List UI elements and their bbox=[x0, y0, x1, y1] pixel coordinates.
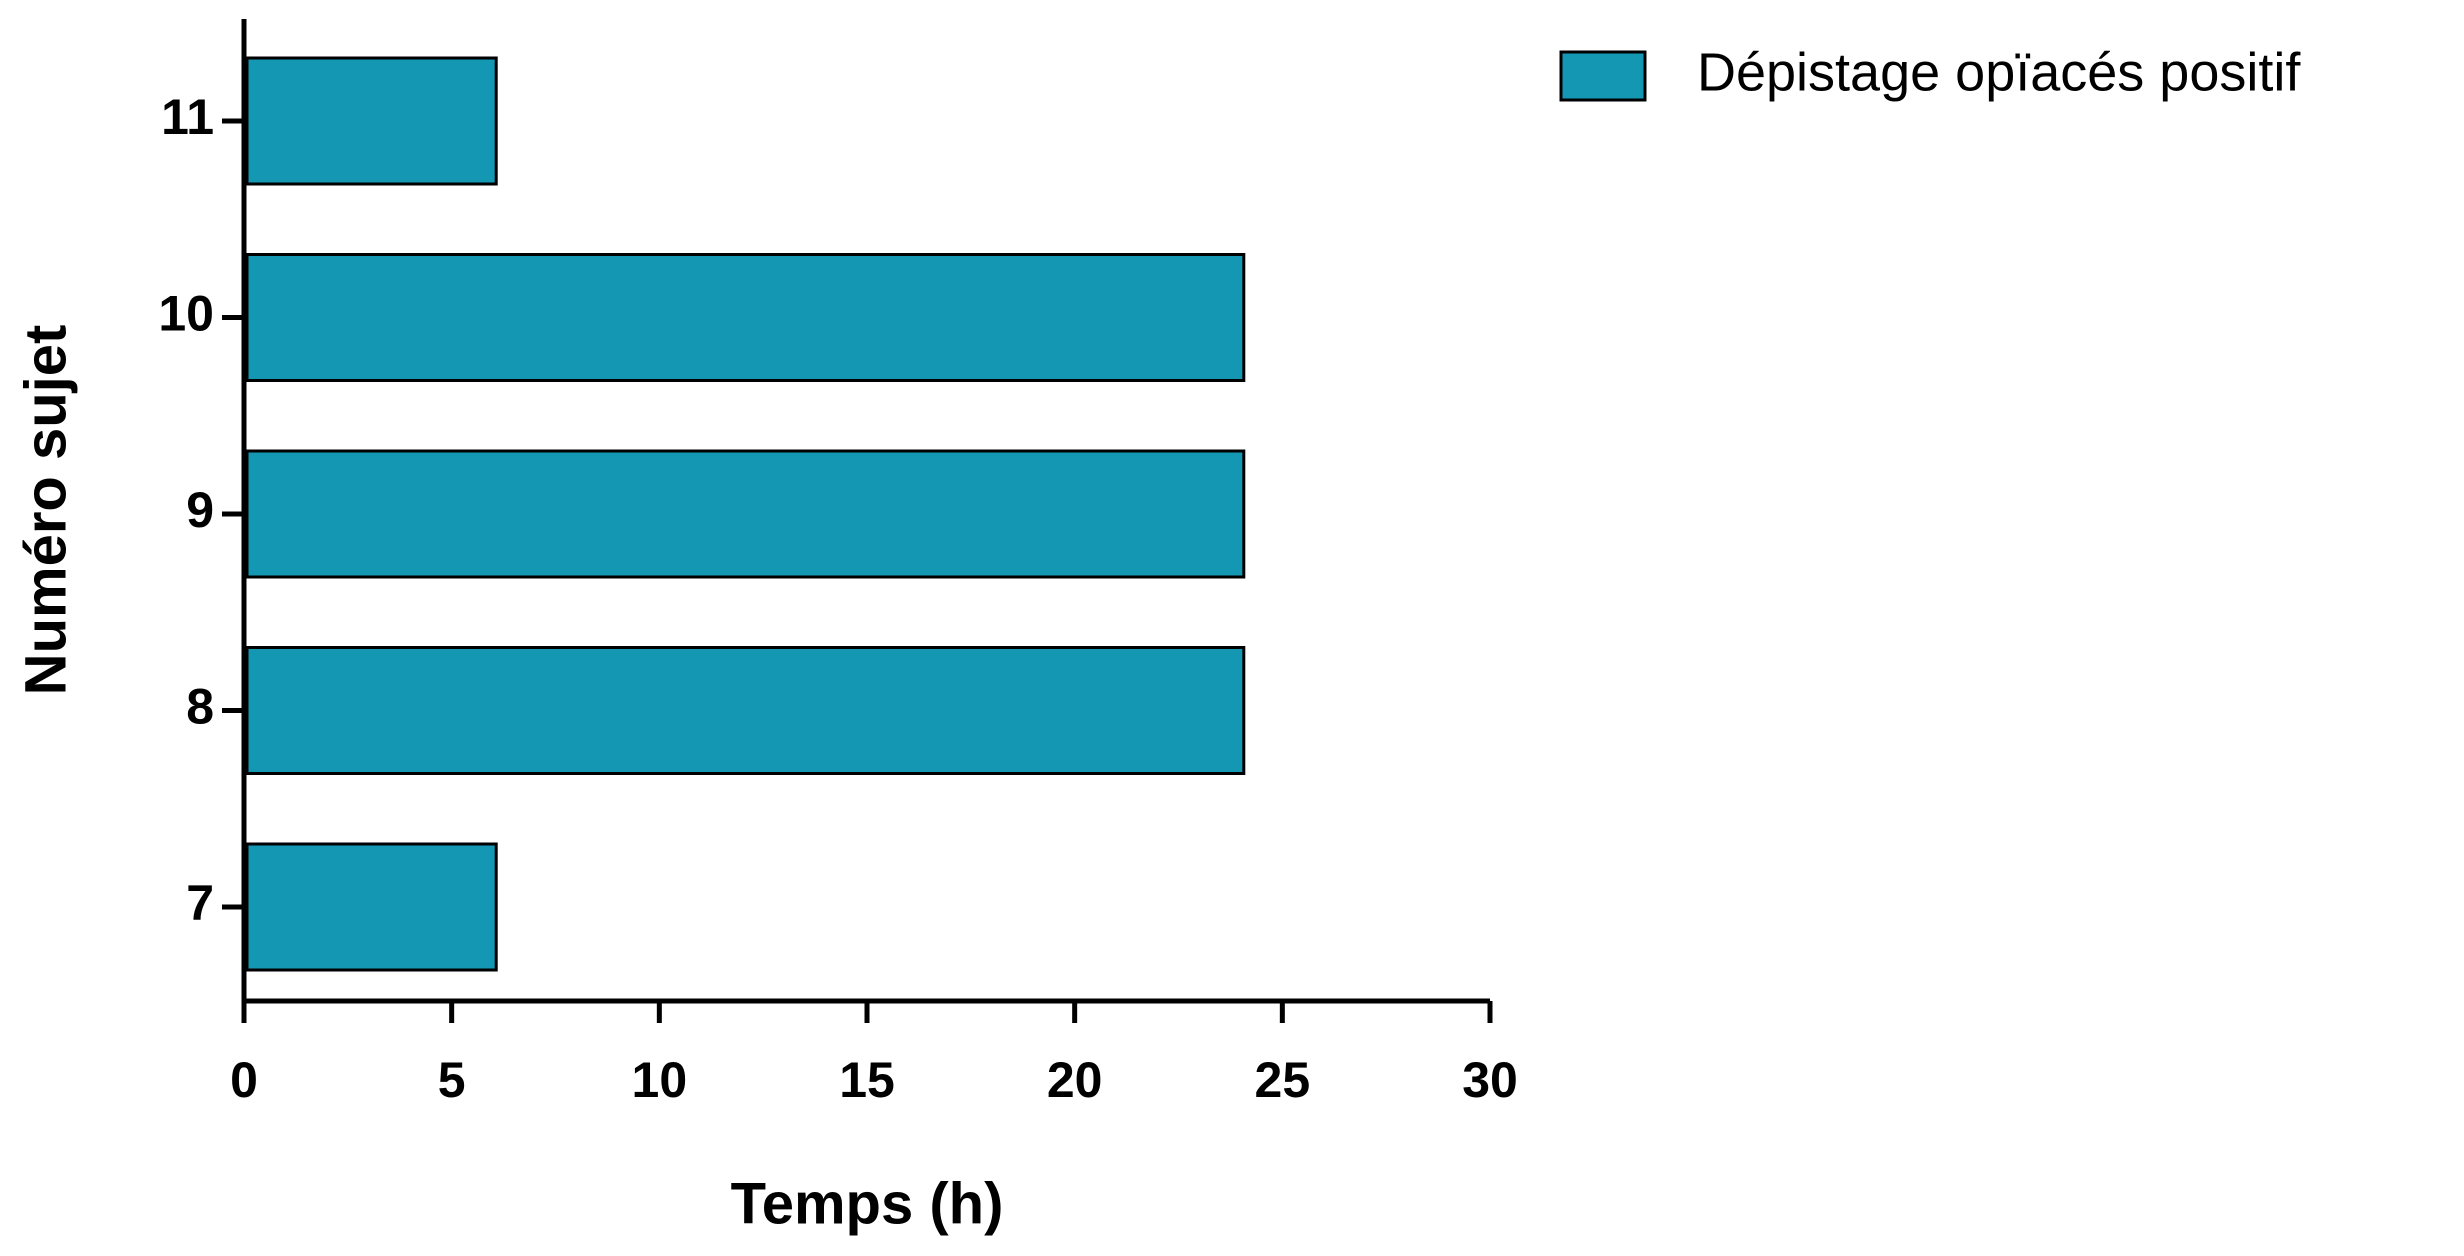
bar bbox=[245, 56, 498, 186]
bar bbox=[245, 646, 1246, 775]
y-tick-label: 11 bbox=[161, 89, 214, 145]
legend-label: Dépistage opïacés positif bbox=[1697, 42, 2301, 102]
y-tick-label: 10 bbox=[158, 286, 214, 342]
bar bbox=[245, 449, 1246, 579]
bar bbox=[245, 842, 498, 972]
x-tick-label: 10 bbox=[632, 1052, 688, 1108]
x-tick-label: 25 bbox=[1255, 1052, 1311, 1108]
x-tick-label: 0 bbox=[230, 1052, 258, 1108]
x-tick-label: 30 bbox=[1462, 1052, 1518, 1108]
x-tick-label: 15 bbox=[839, 1052, 895, 1108]
y-tick-label: 9 bbox=[186, 482, 214, 538]
x-axis-title: Temps (h) bbox=[731, 1171, 1004, 1236]
x-tick-label: 20 bbox=[1047, 1052, 1103, 1108]
x-tick-label: 5 bbox=[438, 1052, 466, 1108]
y-axis-title: Numéro sujet bbox=[13, 325, 78, 696]
legend-swatch bbox=[1559, 50, 1647, 102]
y-tick-label: 8 bbox=[186, 679, 214, 735]
y-tick-label: 7 bbox=[186, 875, 214, 931]
bar bbox=[245, 253, 1246, 382]
